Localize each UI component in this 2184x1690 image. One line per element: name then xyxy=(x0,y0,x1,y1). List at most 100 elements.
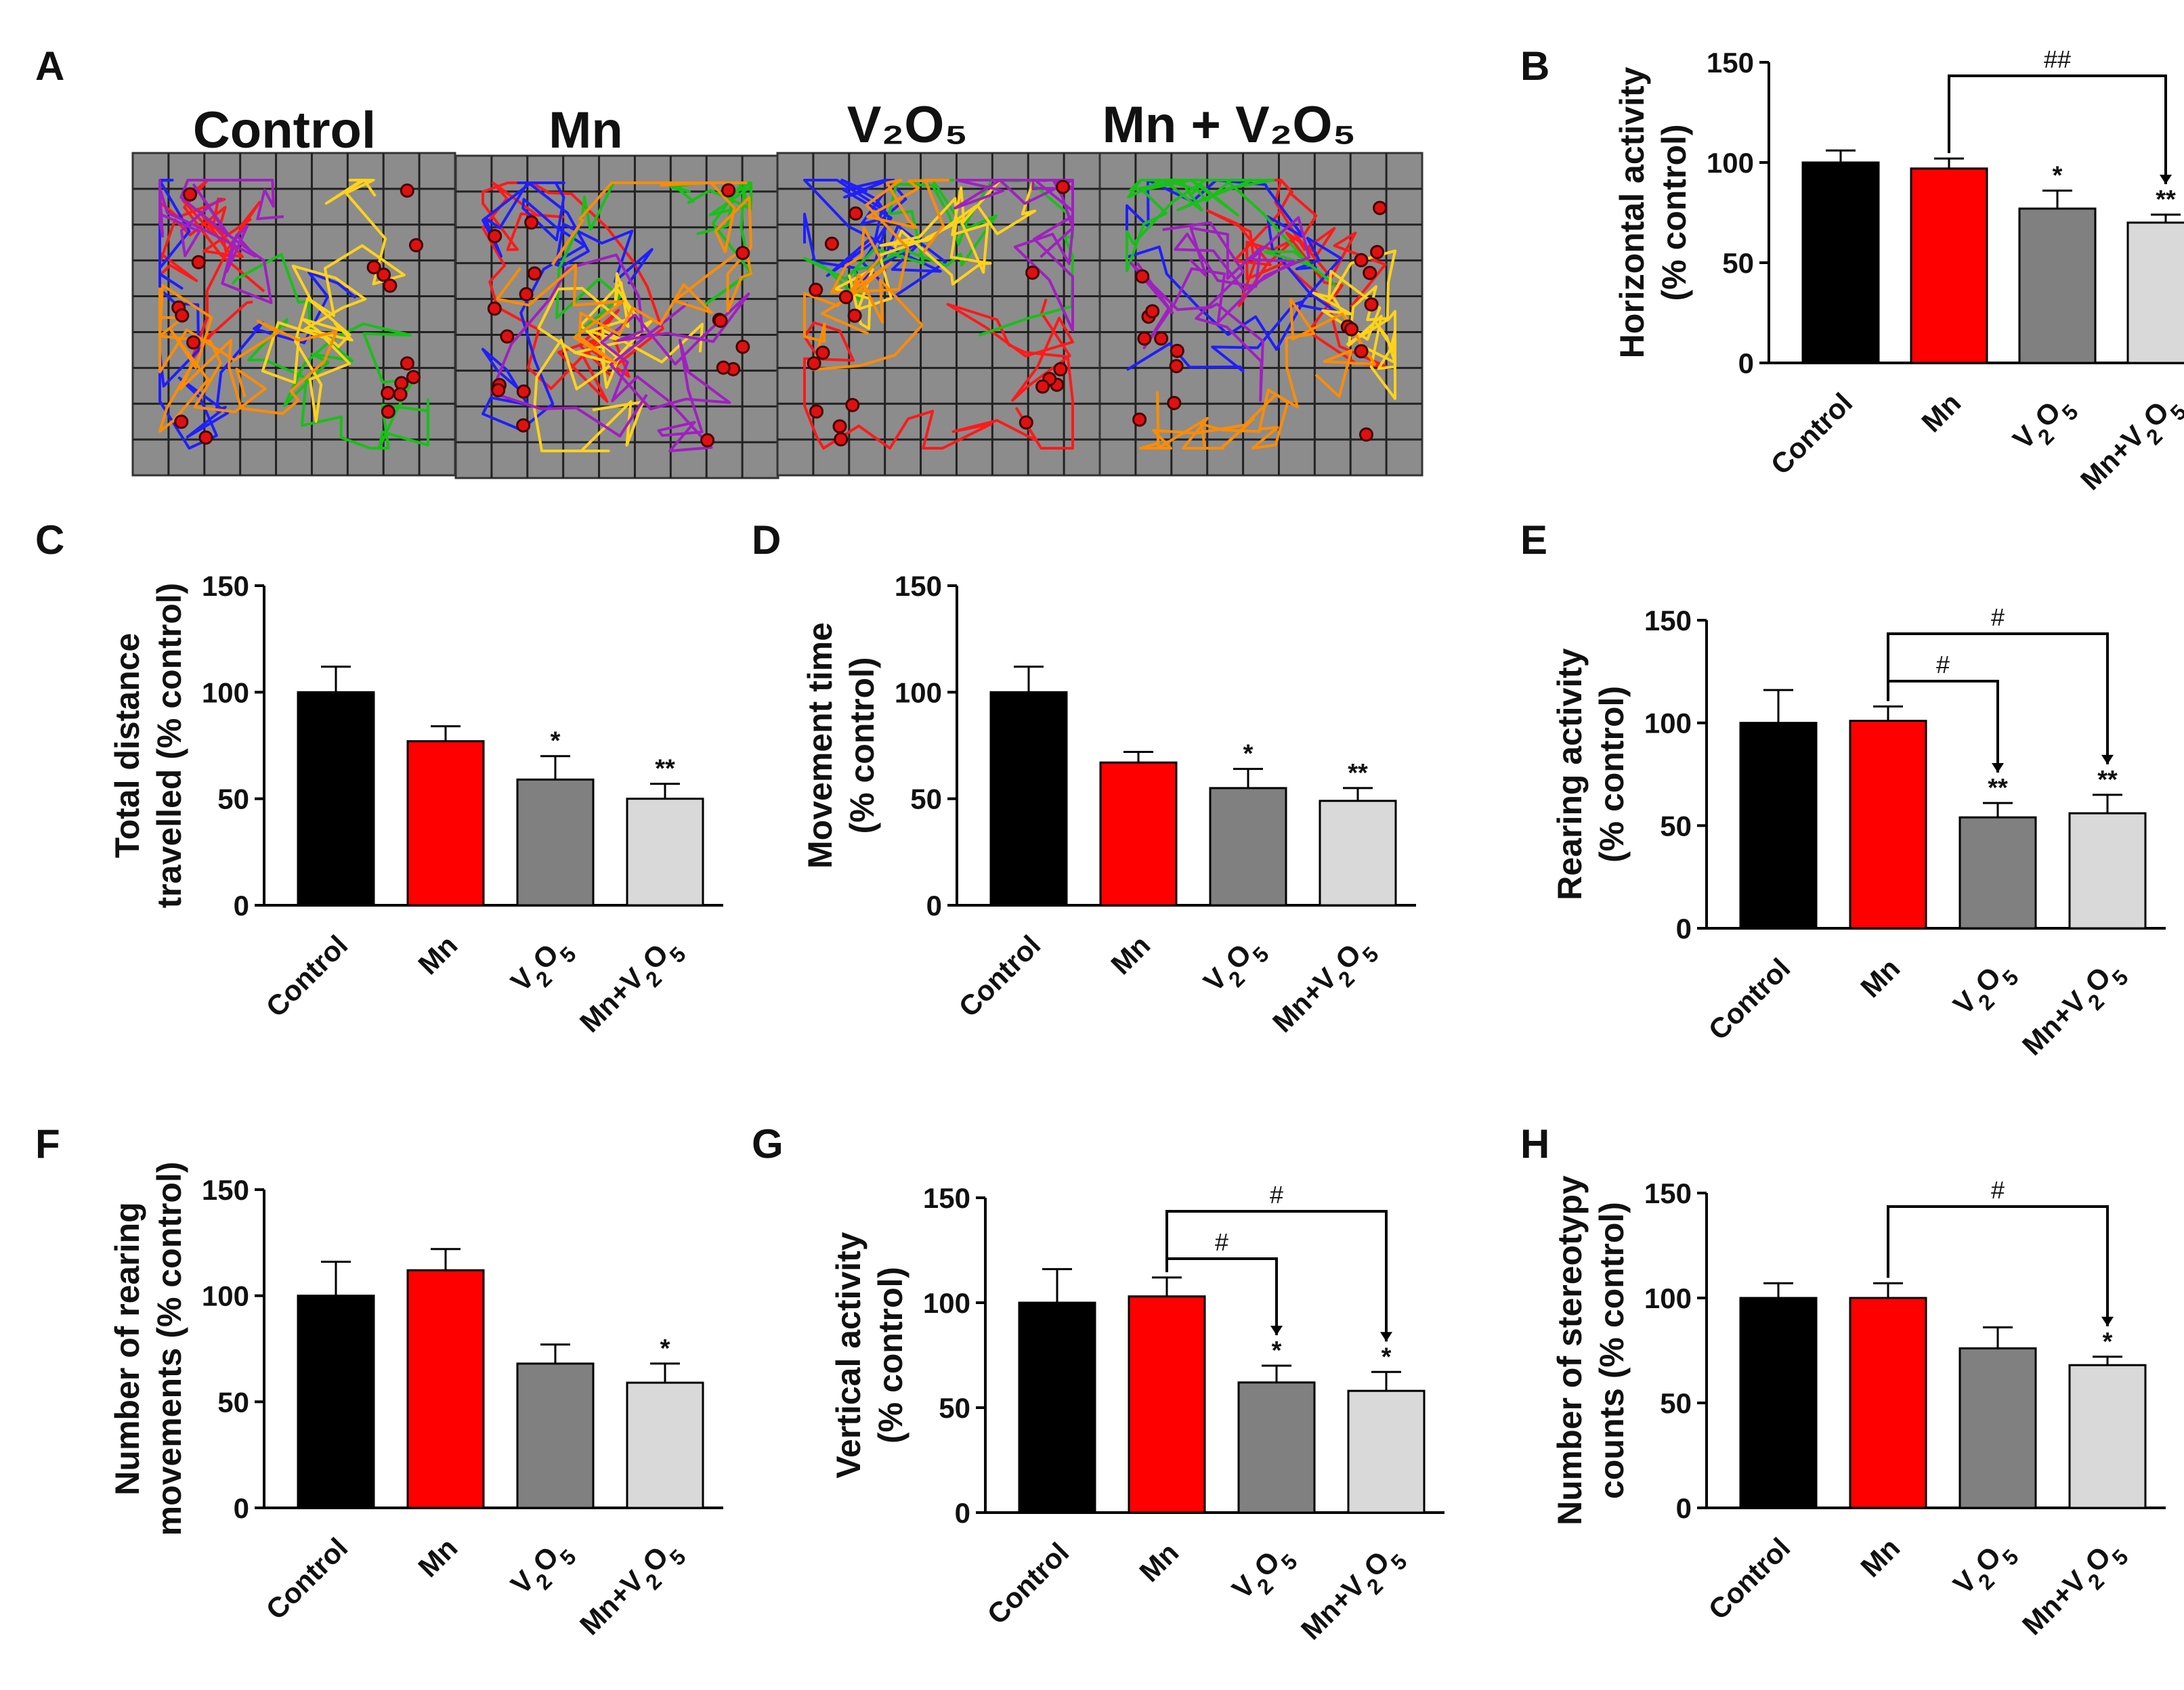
bar xyxy=(1128,1295,1206,1514)
bar xyxy=(516,1362,595,1509)
y-tick-label: 100 xyxy=(202,1280,249,1312)
track-path xyxy=(490,253,750,452)
significance-label: ** xyxy=(2097,766,2118,794)
track-path xyxy=(158,284,338,433)
rearing-marker xyxy=(516,384,531,399)
y-tick-label: 150 xyxy=(202,570,249,602)
rearing-marker xyxy=(1035,379,1050,394)
y-tick-label: 0 xyxy=(234,1492,249,1524)
significance-label: ** xyxy=(1348,759,1368,787)
rearing-marker xyxy=(393,387,408,402)
rearing-marker xyxy=(409,238,423,253)
rearing-marker xyxy=(377,267,391,282)
rearing-marker xyxy=(487,301,502,316)
rearing-marker xyxy=(1354,344,1369,359)
rearing-marker xyxy=(381,386,395,400)
track-path xyxy=(803,179,950,371)
comparison-bracket xyxy=(1887,632,2109,764)
rearing-marker xyxy=(491,383,506,397)
bar xyxy=(1739,1297,1818,1509)
track-path xyxy=(261,179,406,423)
y-tick-label: 150 xyxy=(202,1174,249,1206)
y-axis-label: Vertical activity xyxy=(830,1232,868,1478)
panel-label: H xyxy=(1520,1121,1549,1167)
track-path xyxy=(158,179,284,305)
y-tick-label: 50 xyxy=(217,783,249,815)
y-tick-label: 50 xyxy=(1722,247,1754,279)
bar xyxy=(1347,1389,1426,1514)
y-axis-label: movements (% control) xyxy=(150,1162,188,1536)
track-path xyxy=(533,272,704,452)
bracket-arrowhead xyxy=(1380,1332,1392,1342)
rearing-marker xyxy=(381,404,395,419)
rearing-marker xyxy=(1344,322,1359,337)
rearing-marker xyxy=(815,345,830,360)
rearing-marker xyxy=(809,282,823,297)
rearing-marker xyxy=(1145,304,1160,319)
y-tick-label: 100 xyxy=(1707,147,1754,179)
significance-label: * xyxy=(1243,740,1254,768)
rearing-marker xyxy=(400,356,414,371)
rearing-marker xyxy=(713,313,728,328)
arena-0 xyxy=(131,152,456,477)
rearing-marker xyxy=(1132,412,1147,427)
rearing-marker xyxy=(809,404,823,419)
bar xyxy=(1910,167,1988,364)
bracket-label: # xyxy=(1936,651,1950,678)
comparison-bracket xyxy=(1165,1210,1388,1342)
y-axis-label: (% control) xyxy=(843,657,881,833)
rearing-marker xyxy=(824,236,839,251)
rearing-marker xyxy=(383,278,398,293)
arena-3 xyxy=(1098,152,1423,477)
rearing-marker xyxy=(807,356,821,371)
y-axis-label: Total distance xyxy=(108,633,146,858)
significance-label: * xyxy=(1382,1343,1392,1371)
y-tick-label: 100 xyxy=(923,1287,970,1319)
panel-a: A Control Mn V₂O₅ Mn + V₂O₅ xyxy=(35,43,1423,479)
bracket-label: # xyxy=(1991,1176,2005,1204)
y-tick-label: 150 xyxy=(923,1182,970,1214)
bracket-label: ## xyxy=(2044,45,2071,73)
track-title-mn: Mn xyxy=(549,102,623,159)
rearing-marker xyxy=(186,335,201,350)
y-tick-label: 50 xyxy=(217,1386,249,1418)
track-path xyxy=(481,181,664,403)
y-tick-label: 0 xyxy=(1738,347,1754,379)
rearing-marker xyxy=(191,255,206,269)
y-tick-label: 50 xyxy=(939,1392,970,1424)
rearing-marker xyxy=(1364,297,1379,312)
significance-label: ** xyxy=(655,755,675,783)
y-tick-label: 50 xyxy=(1660,1387,1692,1419)
significance-label: ** xyxy=(2156,186,2176,214)
significance-label: * xyxy=(1272,1337,1282,1365)
rearing-marker xyxy=(175,308,190,323)
track-path xyxy=(1206,179,1388,368)
bracket-arrowhead xyxy=(1992,762,2004,773)
bar xyxy=(1018,1301,1096,1514)
y-axis-label: (% control) xyxy=(872,1267,909,1444)
rearing-marker xyxy=(500,329,515,344)
bar xyxy=(1099,761,1178,907)
track-path xyxy=(954,179,1074,332)
track-path xyxy=(481,181,654,431)
y-tick-label: 50 xyxy=(910,783,942,815)
arena-tracks xyxy=(131,152,1423,479)
y-tick-label: 0 xyxy=(955,1497,970,1529)
bar xyxy=(989,691,1068,907)
rearing-marker xyxy=(845,397,860,412)
y-tick-label: 150 xyxy=(895,570,942,602)
rearing-marker xyxy=(849,206,863,221)
significance-label: * xyxy=(2103,1328,2113,1356)
y-axis-label: Horizontal activity xyxy=(1613,66,1651,358)
y-tick-label: 100 xyxy=(1644,1282,1692,1314)
rearing-marker xyxy=(1373,200,1388,215)
rearing-marker xyxy=(834,432,849,447)
rearing-marker xyxy=(735,246,750,261)
bracket-label: # xyxy=(1991,603,2005,631)
track-path xyxy=(1312,249,1396,400)
panel-label: B xyxy=(1520,43,1549,89)
bar xyxy=(626,798,704,907)
y-axis-label: Number of rearing xyxy=(108,1202,146,1495)
significance-label: * xyxy=(660,1335,670,1363)
significance-label: ** xyxy=(1988,774,2008,802)
